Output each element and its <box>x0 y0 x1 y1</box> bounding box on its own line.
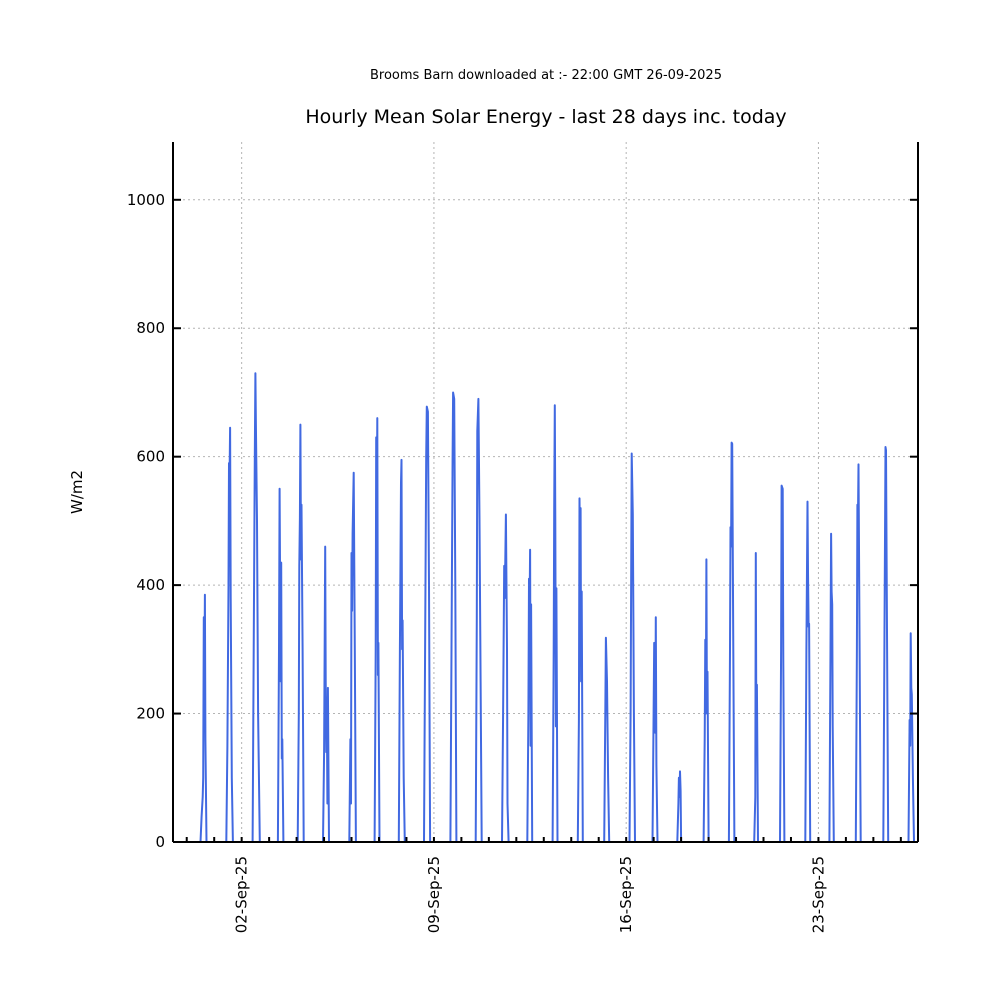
chart-subtitle: Brooms Barn downloaded at :- 22:00 GMT 2… <box>370 68 722 83</box>
chart-title: Hourly Mean Solar Energy - last 28 days … <box>305 106 786 128</box>
grid <box>173 142 918 842</box>
series-layer <box>199 372 915 843</box>
y-tick-label: 0 <box>155 833 165 851</box>
x-tick-label: 16-Sep-25 <box>617 856 635 933</box>
x-tick-label: 23-Sep-25 <box>809 856 827 933</box>
y-tick-label: 1000 <box>127 191 165 209</box>
y-axis-label: W/m2 <box>68 470 86 514</box>
y-tick-label: 400 <box>136 576 165 594</box>
ticks <box>173 198 918 843</box>
y-tick-label: 200 <box>136 705 165 723</box>
x-tick-label: 02-Sep-25 <box>233 856 251 933</box>
tick-labels: 0 200 400 600 800 1000 02-Sep-25 09-Sep-25 16-Se… <box>127 191 828 933</box>
x-tick-label: 09-Sep-25 <box>425 856 443 933</box>
series-line <box>199 372 915 843</box>
y-tick-label: 800 <box>136 319 165 337</box>
y-tick-label: 600 <box>136 448 165 466</box>
